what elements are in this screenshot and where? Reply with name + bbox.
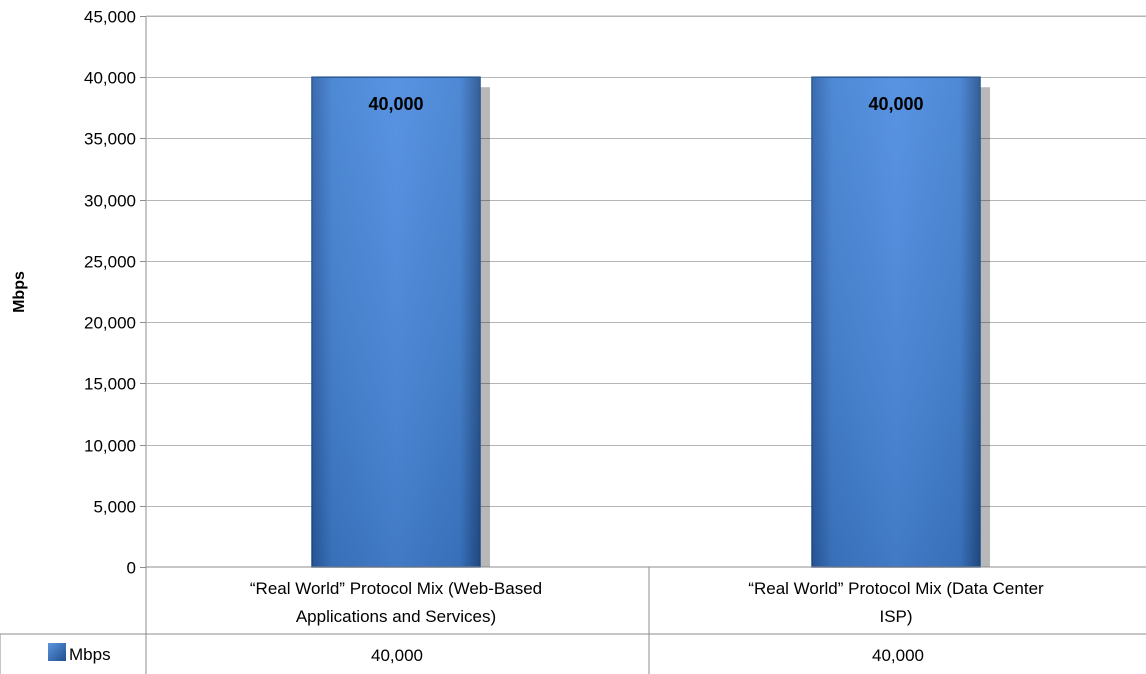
y-tick-label: 30,000: [84, 192, 136, 211]
y-tick-label: 40,000: [84, 69, 136, 88]
data-table: “Real World” Protocol Mix (Web-Based Appl…: [0, 566, 1146, 674]
bar-shading: [312, 77, 480, 567]
data-label: 40,000: [868, 94, 923, 114]
y-tick-label: 20,000: [84, 314, 136, 333]
gridlines: [146, 16, 1146, 507]
y-tick-label: 15,000: [84, 375, 136, 394]
x-category-label: “Real World” Protocol Mix (Web-Based: [250, 579, 542, 598]
bar-shading: [812, 77, 980, 567]
y-tick-label: 0: [127, 559, 136, 578]
x-category-label: Applications and Services): [296, 607, 496, 626]
category-labels: “Real World” Protocol Mix (Web-Based Appl…: [250, 579, 1044, 626]
y-axis-title: Mbps: [11, 271, 28, 313]
y-tick-label: 10,000: [84, 437, 136, 456]
data-labels: 40,000 40,000: [368, 94, 923, 114]
y-tick-label: 25,000: [84, 253, 136, 272]
y-tick-label: 45,000: [84, 8, 136, 27]
x-category-label: ISP): [879, 607, 912, 626]
y-axis-ticks: 0 5,000 10,000 15,000 20,000 25,000 30,000 35,0…: [84, 8, 146, 578]
y-tick-label: 35,000: [84, 130, 136, 149]
bars: [311, 76, 990, 568]
x-category-label: “Real World” Protocol Mix (Data Center: [748, 579, 1044, 598]
table-value-2: 40,000: [872, 646, 924, 665]
table-value-1: 40,000: [371, 646, 423, 665]
y-tick-label: 5,000: [93, 498, 136, 517]
data-label: 40,000: [368, 94, 423, 114]
plot-area: [145, 15, 1146, 674]
legend-swatch: [48, 643, 66, 661]
legend-series-name: Mbps: [69, 645, 111, 664]
